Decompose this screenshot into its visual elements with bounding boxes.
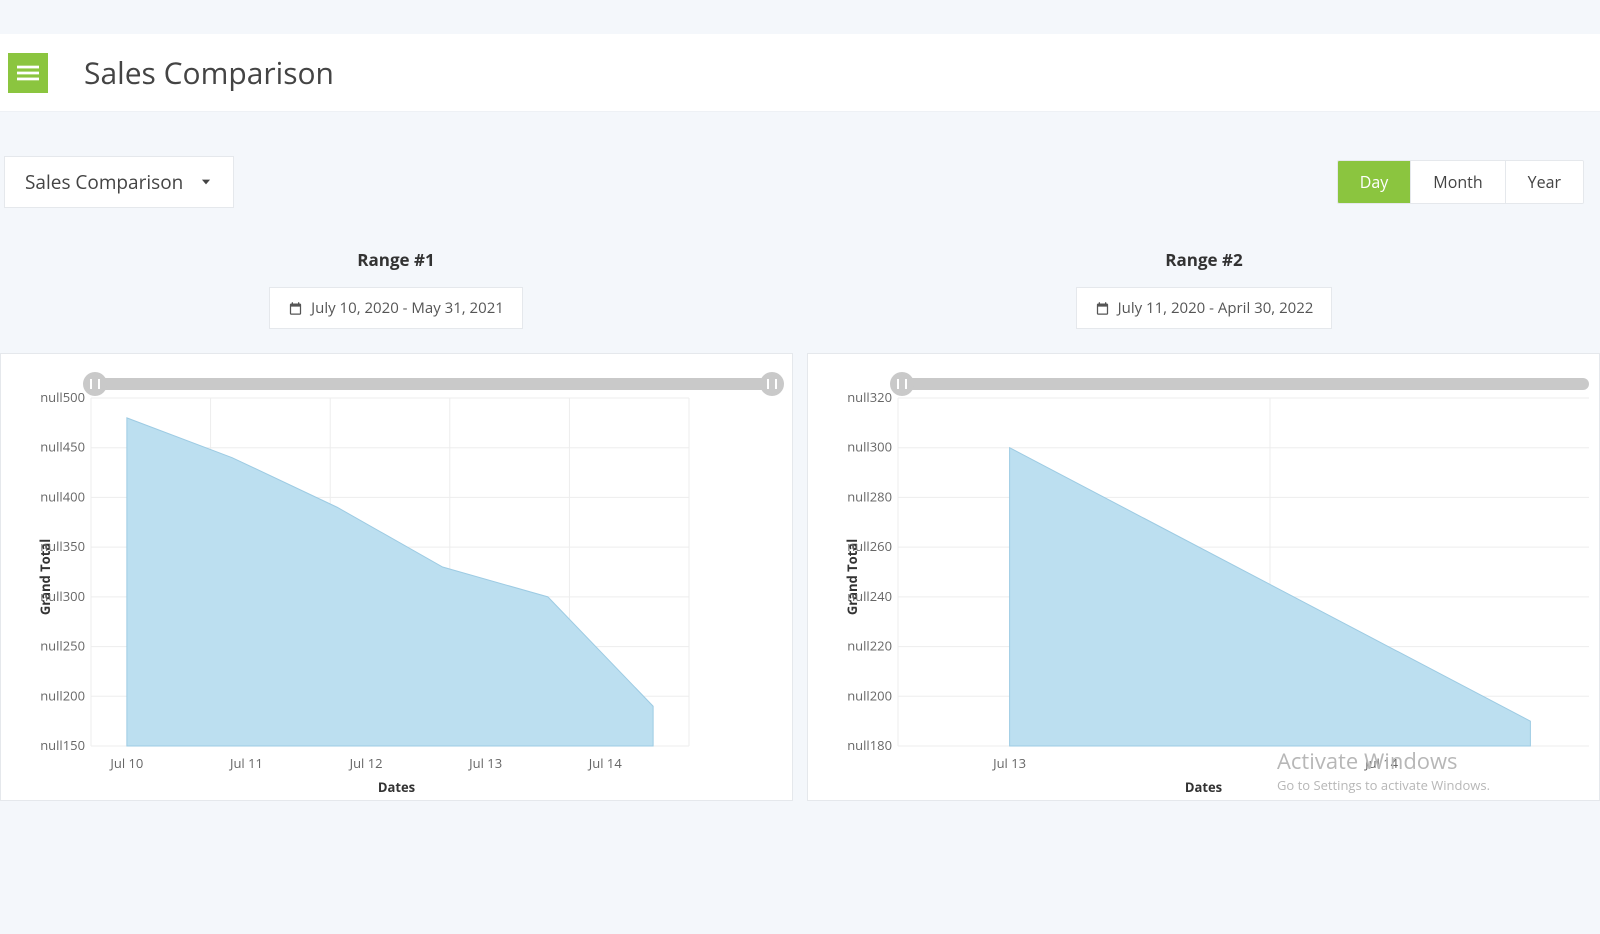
range-1-date-picker[interactable]: July 10, 2020 - May 31, 2021 (269, 287, 523, 329)
period-month-button[interactable]: Month (1410, 161, 1504, 203)
svg-text:Jul 14: Jul 14 (587, 754, 623, 772)
svg-text:null260: null260 (847, 537, 892, 555)
period-toggle: Day Month Year (1337, 160, 1584, 204)
range-1-date-label: July 10, 2020 - May 31, 2021 (311, 298, 504, 318)
svg-text:null350: null350 (40, 537, 85, 555)
menu-button[interactable] (8, 53, 48, 93)
svg-text:null200: null200 (40, 686, 85, 704)
svg-text:null400: null400 (40, 487, 85, 505)
ranges-row: Range #1 July 10, 2020 - May 31, 2021 Ra… (0, 248, 1600, 329)
range-2-date-label: July 11, 2020 - April 30, 2022 (1118, 298, 1314, 318)
svg-text:null180: null180 (847, 736, 892, 754)
svg-text:null220: null220 (847, 637, 892, 655)
svg-text:null450: null450 (40, 438, 85, 456)
svg-text:null250: null250 (40, 637, 85, 655)
area-chart: null500 null450 null400 null350 null300 null2… (29, 392, 782, 792)
calendar-icon (288, 301, 303, 316)
svg-text:Jul 13: Jul 13 (467, 754, 502, 772)
svg-text:Jul 12: Jul 12 (348, 754, 383, 772)
range-2-header: Range #2 July 11, 2020 - April 30, 2022 (808, 248, 1600, 329)
range-2-chart-card: Grand Total Dates null320null300null280n… (807, 353, 1600, 801)
svg-text:Jul 11: Jul 11 (228, 754, 263, 772)
range-1-chart-card: Grand Total Dates null500null450null400n… (0, 353, 793, 801)
svg-text:null300: null300 (40, 587, 85, 605)
report-dropdown[interactable]: Sales Comparison (4, 156, 234, 208)
controls-row: Sales Comparison Day Month Year (0, 112, 1600, 208)
svg-text:Jul 13: Jul 13 (991, 754, 1026, 772)
period-year-button[interactable]: Year (1505, 161, 1583, 203)
svg-text:null200: null200 (847, 686, 892, 704)
topbar: Sales Comparison (0, 34, 1600, 112)
area-chart: null320 null300 null280 null260 null240 null2… (836, 392, 1589, 792)
range-2-slider-track[interactable] (892, 378, 1589, 390)
page-title: Sales Comparison (84, 52, 334, 93)
period-day-button[interactable]: Day (1338, 161, 1411, 203)
range-2-date-picker[interactable]: July 11, 2020 - April 30, 2022 (1076, 287, 1333, 329)
range-1-title: Range #1 (0, 248, 792, 271)
hamburger-icon (17, 62, 39, 84)
range-1-header: Range #1 July 10, 2020 - May 31, 2021 (0, 248, 792, 329)
charts-row: Grand Total Dates null500null450null400n… (0, 353, 1600, 801)
svg-text:Jul 10: Jul 10 (108, 754, 143, 772)
chevron-down-icon (199, 169, 213, 195)
calendar-icon (1095, 301, 1110, 316)
svg-text:null240: null240 (847, 587, 892, 605)
svg-text:null500: null500 (40, 392, 85, 406)
range-1-slider-track[interactable] (85, 378, 782, 390)
svg-text:null300: null300 (847, 438, 892, 456)
range-2-title: Range #2 (808, 248, 1600, 271)
svg-text:null280: null280 (847, 487, 892, 505)
svg-text:Jul 14: Jul 14 (1363, 754, 1399, 772)
svg-text:null320: null320 (847, 392, 892, 406)
svg-text:null150: null150 (40, 736, 85, 754)
report-dropdown-label: Sales Comparison (25, 169, 183, 195)
